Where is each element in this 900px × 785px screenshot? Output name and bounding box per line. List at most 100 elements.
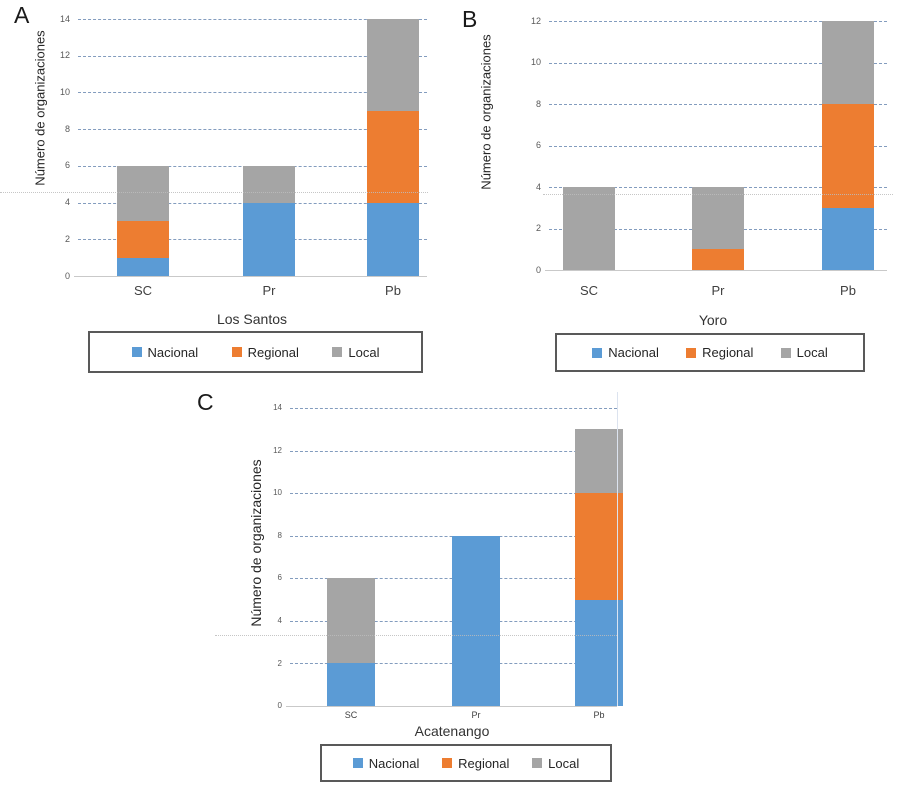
legend-swatch-nacional (131, 347, 142, 357)
y-tick-label: 4 (535, 181, 541, 192)
y-tick-label: 6 (535, 140, 541, 151)
x-tick-label: Pr (262, 283, 276, 298)
plot-area: SC Pr Pb 0 2 4 6 8 10 12 14 (273, 403, 623, 720)
bar-pr-local-segment (243, 165, 295, 203)
legend: Nacional Regional Local (320, 744, 612, 782)
y-tick-label: 14 (59, 13, 70, 24)
legend-swatch-regional (442, 758, 453, 768)
bar-pb-local-segment (822, 21, 874, 104)
y-tick-label: 6 (64, 160, 70, 171)
x-tick-label: Pb (840, 283, 856, 298)
y-tick-label: 10 (530, 57, 541, 68)
legend-label-nacional: Nacional (368, 755, 420, 771)
legend-swatch-local (532, 758, 543, 768)
legend-item-regional: Regional (686, 345, 753, 360)
y-tick-label: 0 (277, 701, 282, 711)
bar-sc-nacional-segment (327, 663, 375, 706)
gridline (78, 92, 427, 94)
y-tick-label: 12 (530, 15, 541, 26)
gridline (78, 19, 427, 20)
bar-sc-local-segment (327, 578, 375, 664)
bar-pb-regional-segment (822, 104, 874, 208)
gridline (549, 104, 887, 105)
y-tick-label: 4 (277, 616, 282, 626)
x-tick-label: SC (133, 283, 153, 298)
legend-label-regional: Regional (458, 755, 510, 771)
x-tick-label: Pr (711, 283, 725, 298)
y-tick-label: 0 (64, 270, 70, 281)
bar-sc-nacional-segment (117, 257, 169, 276)
gridline (290, 493, 617, 495)
bar-sc-local-segment (563, 187, 615, 270)
bar-sc-local-segment (117, 165, 169, 221)
panel-letter-a: A (14, 2, 30, 28)
bar-pb-local-segment (575, 429, 623, 494)
legend: Nacional Regional Local (88, 331, 423, 373)
gridline (549, 21, 887, 22)
legend-swatch-local (332, 347, 343, 357)
y-tick-label: 12 (59, 50, 70, 61)
legend-swatch-regional (231, 347, 242, 357)
bar-pb-local-segment (367, 19, 419, 111)
legend-item-regional: Regional (442, 756, 509, 771)
legend-label-local: Local (548, 755, 580, 771)
x-tick-label: Pr (471, 710, 481, 720)
plot-right-border (617, 392, 618, 706)
x-axis-line (286, 706, 617, 707)
bar-pb-regional-segment (575, 493, 623, 600)
legend-swatch-nacional (352, 758, 363, 768)
artifact-dotted-line (215, 635, 617, 636)
x-tick-label: Pb (593, 710, 605, 720)
plot-area: SC Pr Pb 0 2 4 6 8 10 12 14 (60, 14, 427, 298)
gridline (78, 129, 427, 131)
bar-pb-regional-segment (367, 110, 419, 203)
y-tick-label: 2 (277, 658, 282, 668)
x-axis-title: Los Santos (216, 311, 288, 327)
bar-pr-local-segment (692, 187, 744, 250)
gridline (290, 450, 617, 452)
legend: Nacional Regional Local (555, 333, 865, 372)
artifact-dotted-line (543, 194, 893, 195)
panel-letter-b: B (462, 6, 478, 32)
legend-item-nacional: Nacional (592, 345, 659, 360)
legend-swatch-nacional (592, 347, 603, 358)
bar-pb-nacional-segment (575, 599, 623, 706)
bar-pb-nacional-segment (822, 207, 874, 270)
legend-label-nacional: Nacional (608, 345, 659, 360)
bar-pb-nacional-segment (367, 202, 419, 276)
legend-label-regional: Regional (247, 344, 299, 360)
legend-item-nacional: Nacional (131, 344, 199, 360)
legend-item-local: Local (780, 345, 828, 360)
bar-pr-nacional-segment (243, 202, 295, 276)
y-axis-title: Número de organizaciones (248, 459, 264, 627)
y-tick-label: 6 (277, 573, 282, 583)
y-tick-label: 14 (273, 403, 282, 413)
y-tick-label: 0 (535, 264, 541, 275)
x-axis-title: Yoro (698, 312, 728, 328)
y-tick-label: 12 (273, 445, 282, 455)
x-axis-line (545, 270, 887, 271)
y-tick-label: 2 (535, 223, 541, 234)
artifact-dotted-line (0, 192, 428, 193)
gridline (549, 62, 887, 64)
legend-item-regional: Regional (231, 344, 299, 360)
gridline (549, 145, 887, 147)
legend-swatch-regional (686, 347, 697, 358)
x-axis-line (74, 276, 427, 277)
y-tick-label: 10 (59, 87, 70, 98)
legend-label-nacional: Nacional (147, 344, 199, 360)
legend-item-local: Local (332, 344, 380, 360)
gridline (290, 408, 617, 409)
y-tick-label: 8 (277, 530, 282, 540)
bar-pr-nacional-segment (452, 535, 500, 706)
gridline (78, 55, 427, 57)
legend-label-regional: Regional (702, 345, 754, 360)
y-tick-label: 2 (64, 233, 70, 244)
x-tick-label: Pb (385, 283, 401, 298)
plot-area: SC Pr Pb 0 2 4 6 8 10 12 (531, 16, 887, 298)
legend-label-local: Local (348, 344, 380, 360)
